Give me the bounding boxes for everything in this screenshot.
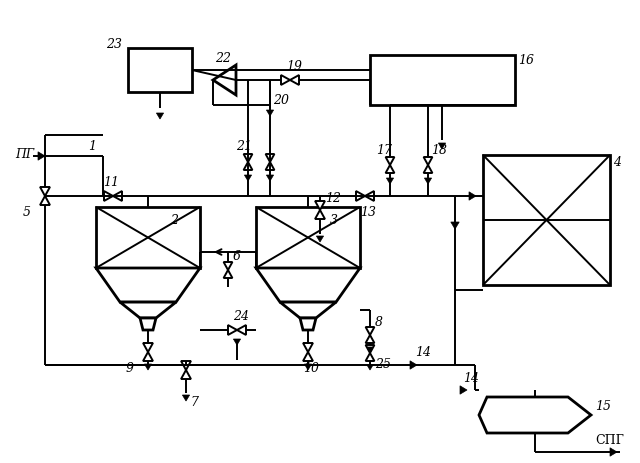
- Polygon shape: [303, 343, 313, 352]
- Bar: [370, 55, 515, 105]
- Polygon shape: [424, 157, 433, 165]
- Text: ПГ: ПГ: [15, 148, 34, 161]
- Text: 8: 8: [375, 317, 383, 330]
- Polygon shape: [266, 154, 275, 162]
- Polygon shape: [367, 347, 373, 352]
- Text: 9: 9: [126, 362, 134, 375]
- Text: 3: 3: [330, 214, 338, 227]
- Polygon shape: [469, 192, 476, 200]
- Text: 19: 19: [286, 60, 302, 73]
- Polygon shape: [244, 175, 252, 181]
- Polygon shape: [143, 343, 153, 352]
- Polygon shape: [182, 395, 189, 401]
- Polygon shape: [305, 364, 312, 370]
- Polygon shape: [266, 110, 274, 116]
- Polygon shape: [479, 397, 591, 433]
- Polygon shape: [290, 75, 299, 85]
- Text: 25: 25: [375, 358, 391, 371]
- Polygon shape: [424, 178, 431, 184]
- Text: СПГ: СПГ: [595, 434, 624, 448]
- Polygon shape: [228, 325, 237, 335]
- Polygon shape: [266, 175, 274, 181]
- Polygon shape: [113, 191, 122, 201]
- Text: 2: 2: [170, 214, 178, 227]
- Text: 4: 4: [613, 156, 621, 169]
- Text: 15: 15: [595, 400, 611, 413]
- Text: 22: 22: [215, 51, 231, 64]
- Text: 21: 21: [236, 140, 252, 154]
- Text: 11: 11: [103, 175, 119, 188]
- Polygon shape: [385, 157, 394, 165]
- Text: 7: 7: [190, 396, 198, 409]
- Text: 18: 18: [431, 144, 447, 156]
- Polygon shape: [365, 335, 374, 343]
- Polygon shape: [316, 236, 324, 242]
- Text: 5: 5: [23, 206, 31, 219]
- Polygon shape: [367, 365, 373, 370]
- Polygon shape: [38, 152, 45, 160]
- Polygon shape: [104, 191, 113, 201]
- Polygon shape: [223, 270, 232, 278]
- Text: 23: 23: [106, 38, 122, 50]
- Polygon shape: [223, 262, 232, 270]
- Text: 10: 10: [303, 362, 319, 375]
- Polygon shape: [460, 386, 467, 394]
- Text: 6: 6: [233, 250, 241, 263]
- Polygon shape: [237, 325, 246, 335]
- Polygon shape: [315, 201, 325, 210]
- Polygon shape: [181, 370, 191, 379]
- Polygon shape: [410, 361, 417, 369]
- Polygon shape: [181, 361, 191, 370]
- Text: 12: 12: [325, 192, 341, 205]
- Polygon shape: [365, 191, 374, 201]
- Polygon shape: [385, 165, 394, 173]
- Bar: [483, 155, 610, 285]
- Text: 24: 24: [233, 309, 249, 323]
- Polygon shape: [280, 302, 336, 318]
- Polygon shape: [387, 178, 394, 184]
- Polygon shape: [438, 143, 445, 149]
- Polygon shape: [145, 364, 152, 370]
- Text: 17: 17: [376, 144, 392, 156]
- Polygon shape: [120, 302, 176, 318]
- Text: 14: 14: [415, 346, 431, 359]
- Polygon shape: [266, 162, 275, 170]
- Polygon shape: [96, 268, 200, 302]
- Polygon shape: [256, 268, 360, 302]
- Polygon shape: [300, 318, 316, 330]
- Polygon shape: [40, 196, 50, 205]
- Polygon shape: [40, 187, 50, 196]
- Polygon shape: [315, 210, 325, 219]
- Polygon shape: [96, 207, 200, 268]
- Text: 1: 1: [88, 139, 96, 152]
- Polygon shape: [365, 345, 374, 353]
- Text: 20: 20: [273, 94, 289, 106]
- Polygon shape: [213, 65, 236, 95]
- Polygon shape: [234, 339, 241, 345]
- Polygon shape: [256, 207, 360, 268]
- Polygon shape: [365, 353, 374, 361]
- Polygon shape: [303, 352, 313, 361]
- Polygon shape: [424, 165, 433, 173]
- Polygon shape: [356, 191, 365, 201]
- Bar: [128, 48, 192, 92]
- Polygon shape: [244, 154, 252, 162]
- Polygon shape: [156, 113, 164, 119]
- Polygon shape: [244, 162, 252, 170]
- Polygon shape: [610, 448, 617, 456]
- Polygon shape: [143, 352, 153, 361]
- Polygon shape: [140, 318, 156, 330]
- Polygon shape: [365, 327, 374, 335]
- Polygon shape: [451, 222, 460, 229]
- Text: 16: 16: [518, 55, 534, 68]
- Text: 14: 14: [463, 371, 479, 384]
- Polygon shape: [281, 75, 290, 85]
- Text: 13: 13: [360, 206, 376, 219]
